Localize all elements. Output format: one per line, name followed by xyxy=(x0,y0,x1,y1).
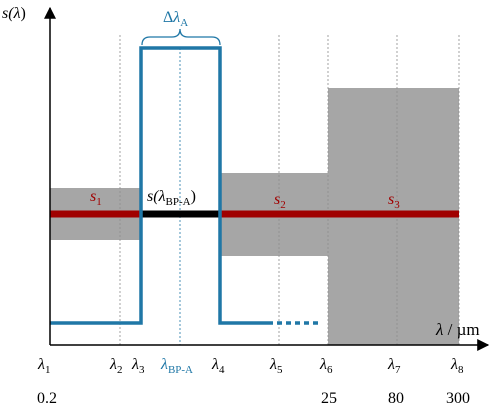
bp-level-label: s(λBP-A) xyxy=(147,188,196,208)
tick-value-lambda7: 80 xyxy=(388,390,404,407)
tick-label-lambda2: λ2 xyxy=(109,356,122,376)
tick-label-lambda1: λ1 xyxy=(37,356,50,376)
tick-label-lambda4: λ4 xyxy=(211,356,225,376)
tick-label-lambda8: λ8 xyxy=(450,356,464,376)
region-label-s3: s3 xyxy=(388,191,400,211)
passband-curve xyxy=(50,46,268,325)
region-label-s2: s2 xyxy=(274,191,286,211)
tick-value-lambda8: 300 xyxy=(446,390,470,407)
delta-brace xyxy=(141,28,221,46)
tick-label-lambda6: λ6 xyxy=(319,356,333,376)
tick-label-lambda7: λ7 xyxy=(387,356,401,376)
region-label-s1: s1 xyxy=(90,188,102,208)
tick-label-lambda3: λ3 xyxy=(131,356,145,376)
delta-lambda-label: ΔλA xyxy=(163,9,188,29)
tick-label-lambda5: λ5 xyxy=(269,356,283,376)
tick-value-lambda6: 25 xyxy=(321,390,337,407)
tick-value-lambda1: 0.2 xyxy=(37,390,57,407)
x-axis-label: λ / µm xyxy=(435,320,480,339)
tick-label-lambda-bp: λBP-A xyxy=(160,356,193,376)
y-axis-label: s(λ) xyxy=(2,5,26,22)
